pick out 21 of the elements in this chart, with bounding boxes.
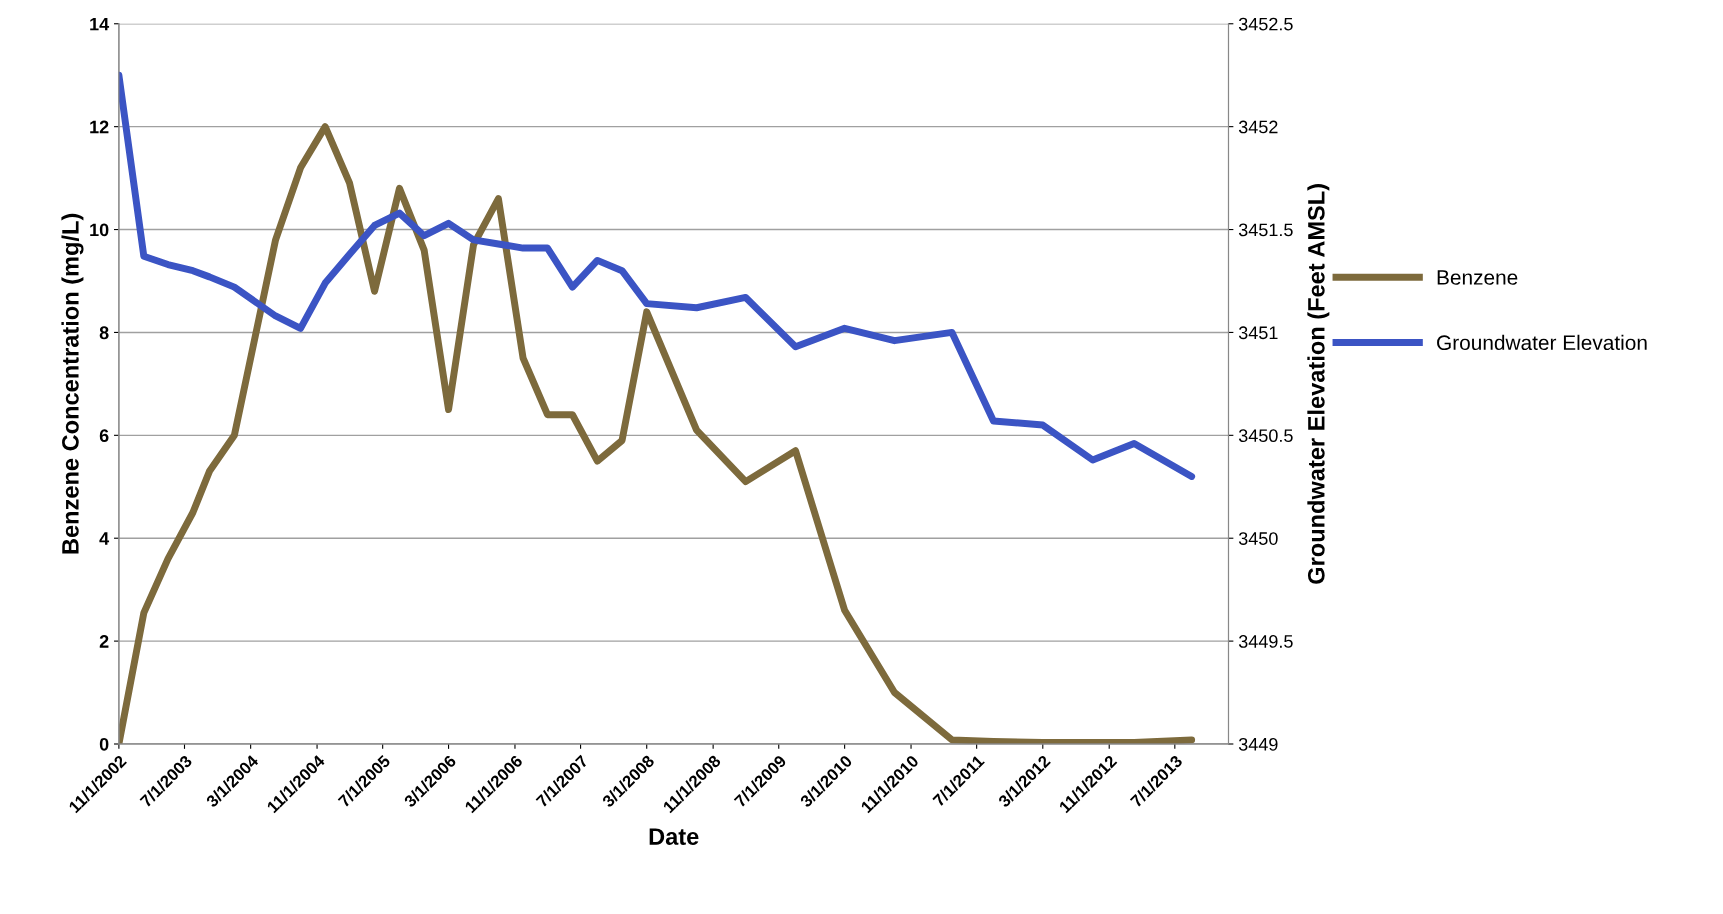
y2-tick-label: 3451 xyxy=(1238,326,1278,340)
y-tick-label: 0 xyxy=(99,737,109,751)
legend-label: Benzene xyxy=(1437,270,1518,285)
legend-label: Groundwater Elevation xyxy=(1437,334,1647,351)
y2-tick-label: 3450 xyxy=(1238,532,1278,545)
y2-tick-label: 3449 xyxy=(1238,737,1278,751)
y-tick-label: 14 xyxy=(90,17,110,31)
y2-tick-label: 3449.5 xyxy=(1238,635,1293,648)
y-tick-label: 2 xyxy=(99,635,109,648)
y2-tick-label: 3450.5 xyxy=(1238,429,1293,443)
x-axis-title: Date xyxy=(649,828,699,845)
y-tick-label: 12 xyxy=(90,120,109,134)
y2-tick-label: 3451.5 xyxy=(1238,223,1293,237)
y-axis-title: Benzene Concentration (mg/L) xyxy=(61,213,84,554)
y2-tick-label: 3452.5 xyxy=(1238,17,1293,31)
y-tick-label: 10 xyxy=(90,223,109,237)
y-tick-label: 6 xyxy=(99,429,109,443)
y2-axis-title: Groundwater Elevation (Feet AMSL) xyxy=(1307,184,1330,584)
y-tick-label: 4 xyxy=(99,532,110,545)
y-tick-label: 8 xyxy=(99,326,109,340)
y2-tick-label: 3452 xyxy=(1238,120,1278,134)
